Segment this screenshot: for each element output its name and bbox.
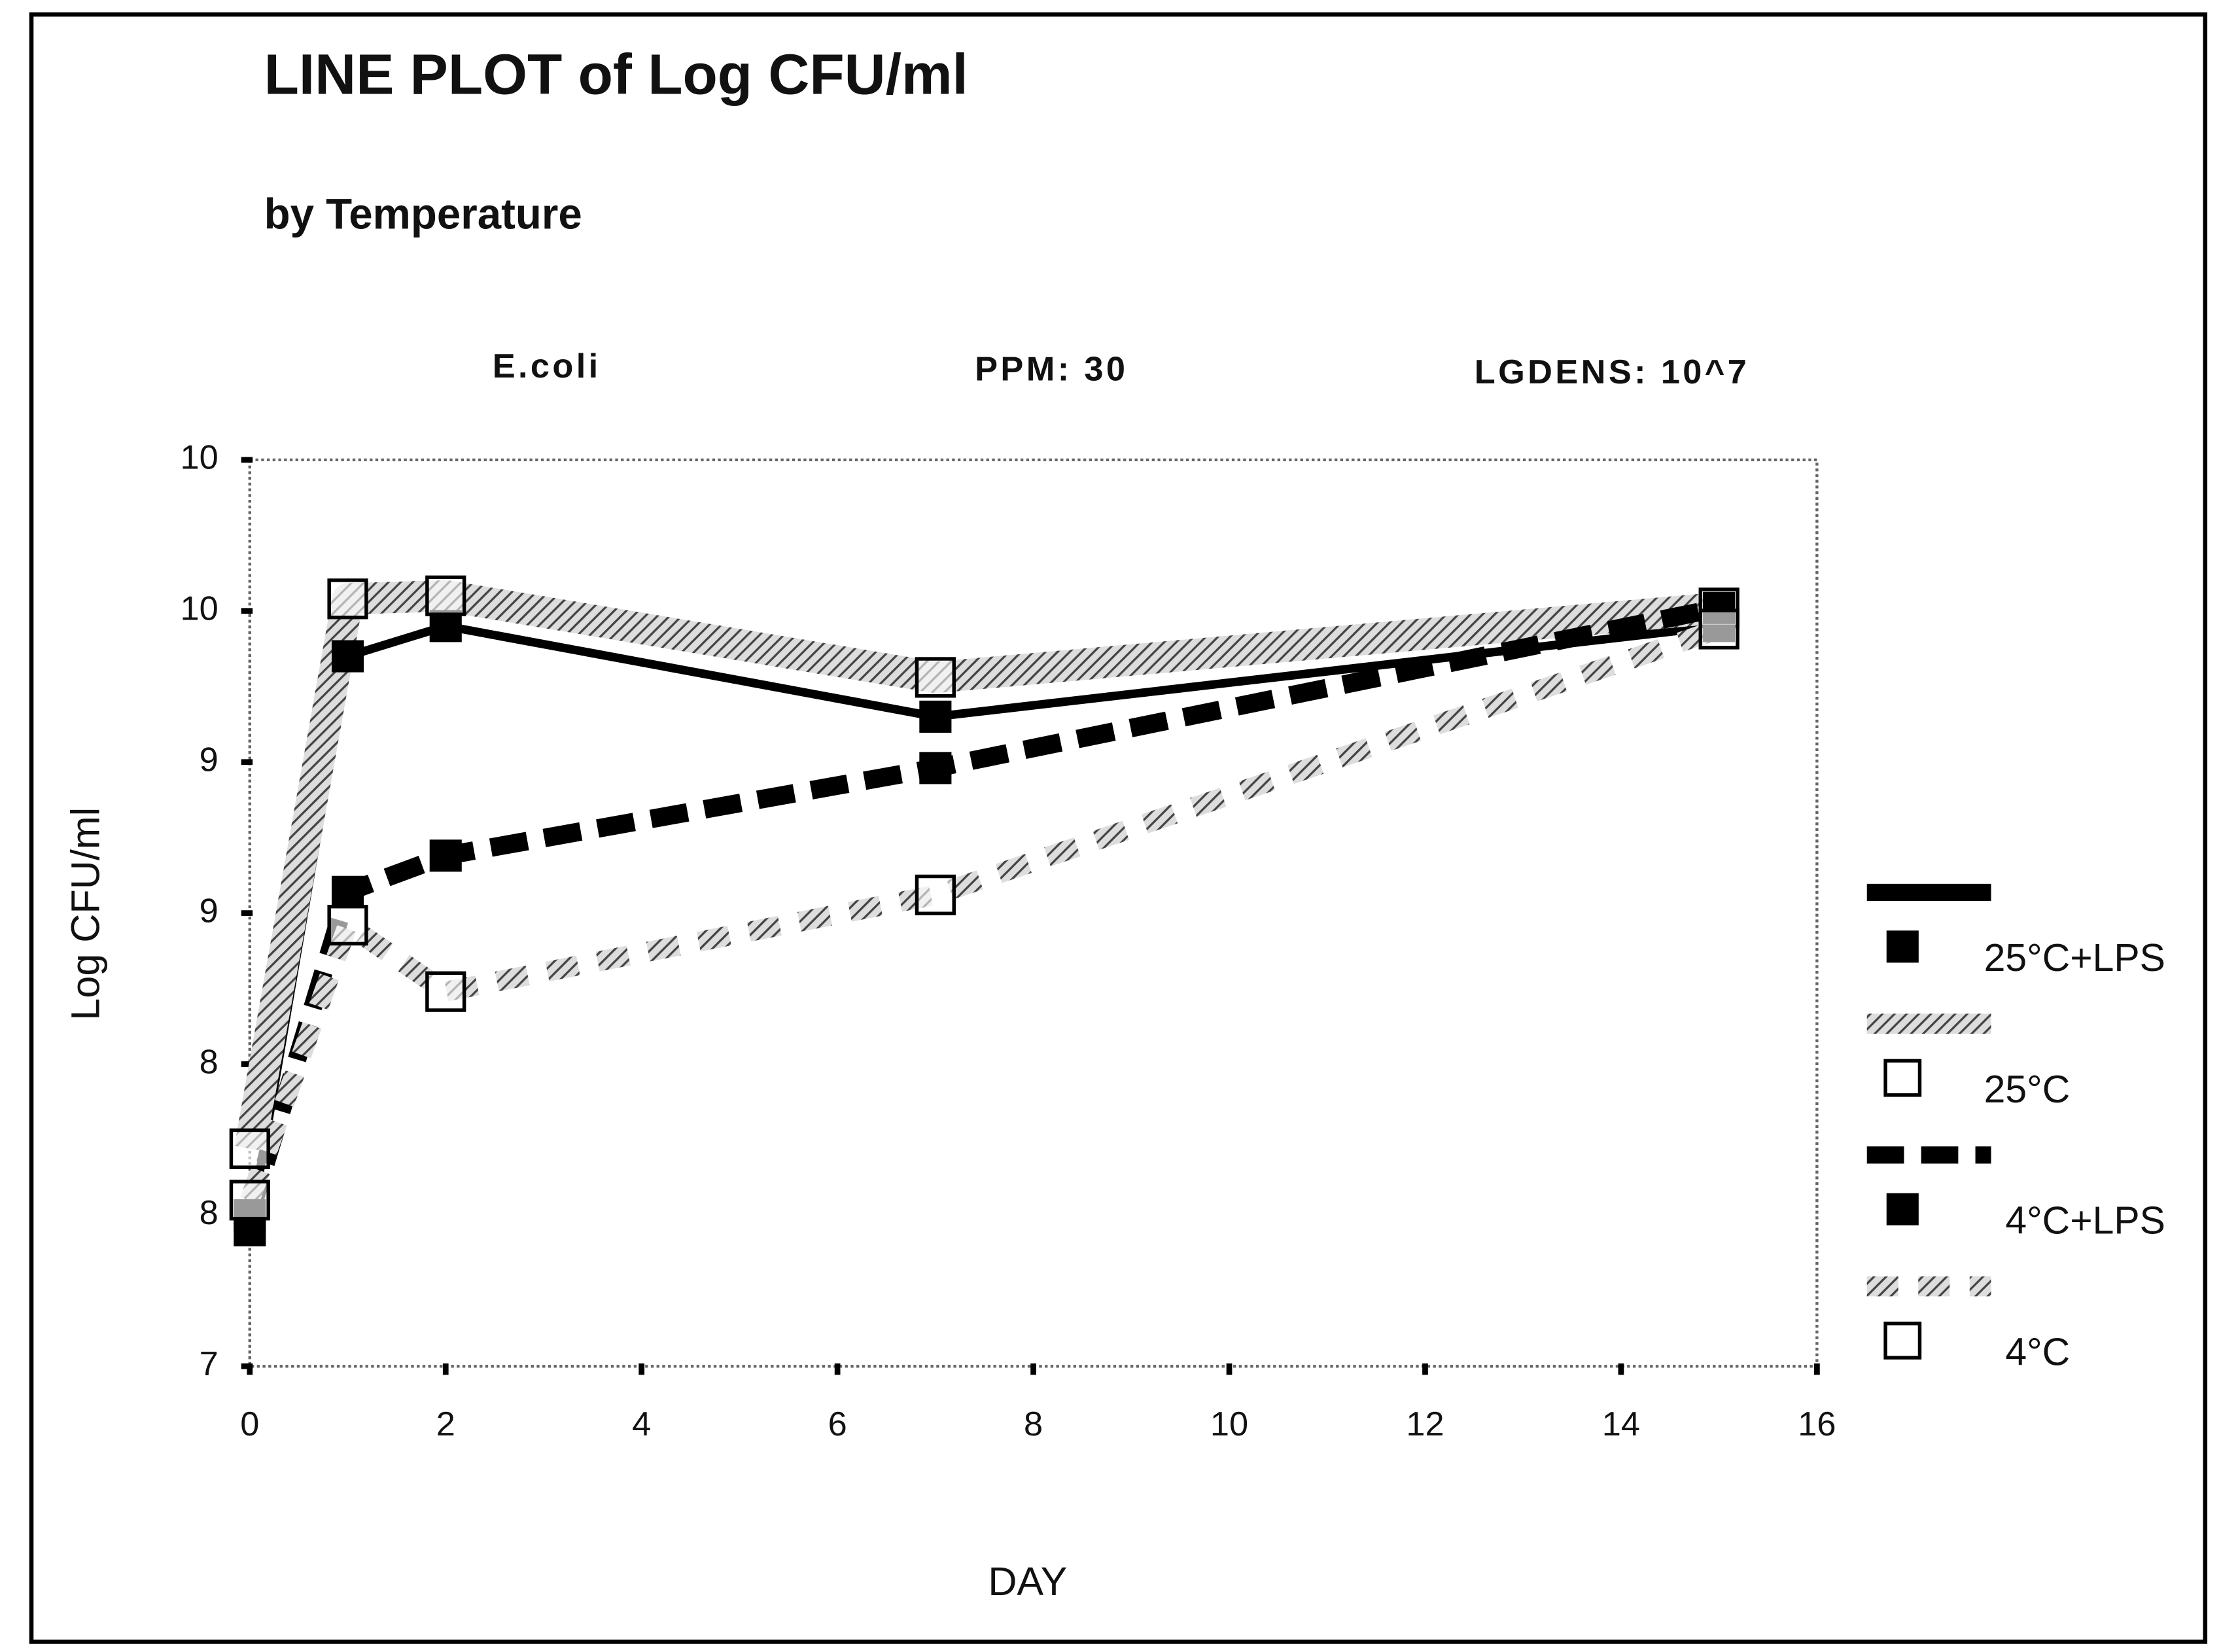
- y-tick-label: 8: [200, 1194, 219, 1232]
- x-tick-label: 16: [1798, 1405, 1836, 1443]
- annotation: LGDENS: 10^7: [1475, 353, 1749, 391]
- point: [919, 752, 952, 784]
- point: [429, 839, 462, 872]
- x-axis-label: DAY: [988, 1559, 1067, 1604]
- point: [327, 578, 368, 620]
- legend-marker: [1886, 930, 1919, 963]
- y-tick-label: 9: [200, 892, 219, 930]
- point: [229, 1180, 270, 1221]
- x-tick-label: 14: [1602, 1405, 1640, 1443]
- legend-marker: [1886, 1193, 1919, 1225]
- legend-label: 4°C: [2005, 1331, 2070, 1373]
- point: [229, 1128, 270, 1169]
- y-tick-label: 10: [181, 590, 219, 628]
- y-axis-label: Log CFU/ml: [63, 807, 107, 1021]
- y-tick-label: 10: [181, 439, 219, 477]
- x-tick-label: 10: [1210, 1405, 1248, 1443]
- annotation: PPM: 30: [975, 350, 1128, 388]
- x-tick-label: 2: [436, 1405, 455, 1443]
- series-line: [234, 580, 1721, 1152]
- point: [425, 971, 466, 1012]
- x-tick-label: 8: [1024, 1405, 1043, 1443]
- chart-title: LINE PLOT of Log CFU/ml: [264, 43, 968, 106]
- legend-marker: [1883, 1322, 1922, 1360]
- series-line: [240, 620, 1722, 1204]
- point: [429, 610, 462, 642]
- frame: [29, 12, 2208, 1644]
- annotation: E.coli: [493, 347, 601, 385]
- point: [327, 904, 368, 946]
- y-tick-label: 7: [200, 1345, 219, 1383]
- series-line: [245, 622, 1720, 1231]
- point: [425, 575, 466, 616]
- x-tick-label: 6: [828, 1405, 847, 1443]
- point: [915, 657, 956, 698]
- x-tick-label: 12: [1406, 1405, 1444, 1443]
- x-tick-label: 0: [240, 1405, 259, 1443]
- point: [1698, 608, 1740, 650]
- point: [919, 700, 952, 733]
- point: [331, 875, 364, 908]
- legend-label: 4°C+LPS: [2005, 1200, 2165, 1242]
- point: [331, 640, 364, 673]
- y-tick-label: 8: [200, 1043, 219, 1081]
- chart-subtitle: by Temperature: [264, 190, 582, 237]
- legend-marker: [1883, 1059, 1922, 1097]
- legend-label: 25°C+LPS: [1984, 937, 2165, 979]
- legend-label: 25°C: [1984, 1068, 2071, 1111]
- x-tick-label: 4: [632, 1405, 651, 1443]
- point: [915, 874, 956, 915]
- y-tick-label: 9: [200, 741, 219, 779]
